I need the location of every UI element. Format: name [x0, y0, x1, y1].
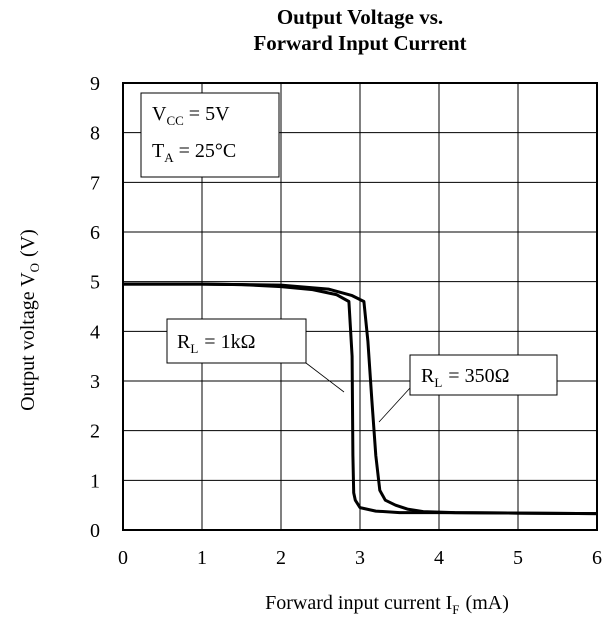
x-tick-label: 3: [355, 547, 365, 569]
y-tick-label: 3: [90, 371, 100, 393]
conditions-box: VCC = 5V TA = 25°C: [140, 92, 280, 178]
x-axis-label-subscript: F: [452, 602, 459, 617]
vcc-symbol: V: [152, 103, 167, 125]
x-axis-label-text: Forward input current I: [265, 592, 452, 614]
vcc-value: = 5V: [189, 103, 230, 125]
vcc-condition: VCC = 5V: [152, 103, 230, 128]
y-tick-label: 0: [90, 520, 100, 542]
label-1k-subscript: L: [190, 341, 198, 356]
y-tick-label: 1: [90, 470, 100, 492]
x-axis-label-unit: (mA): [466, 592, 509, 614]
x-tick-label: 2: [276, 547, 286, 569]
y-axis-label-text: Output voltage V: [17, 272, 39, 411]
chart-title-line1: Output Voltage vs.: [277, 5, 443, 29]
y-tick-label: 9: [90, 73, 100, 95]
label-1k-value: = 1kΩ: [204, 331, 255, 353]
y-axis-label: Output voltage VO (V): [17, 229, 42, 411]
leader-line-1k: [305, 362, 345, 393]
label-350-symbol: R: [421, 365, 435, 387]
label-1k-symbol: R: [177, 331, 191, 353]
series-lines: [123, 282, 598, 516]
y-tick-label: 8: [90, 123, 100, 145]
ta-value: = 25°C: [179, 140, 237, 162]
vcc-subscript: CC: [166, 113, 183, 128]
y-tick-label: 2: [90, 421, 100, 443]
tick-labels: 0 1 2 3 4 5 6 0 1 2 3 4 5 6 7 8 9: [90, 73, 602, 569]
label-350-value: = 350Ω: [448, 365, 509, 387]
x-tick-label: 6: [592, 547, 602, 569]
label-350-subscript: L: [434, 375, 442, 390]
ta-condition: TA = 25°C: [152, 140, 236, 165]
series-label-350: RL = 350Ω: [378, 354, 558, 423]
svg-text:RL= 350Ω: RL = 350Ω: [421, 365, 509, 390]
ta-subscript: A: [164, 150, 174, 165]
x-tick-label: 1: [197, 547, 207, 569]
series-line-1: [123, 282, 598, 516]
y-axis-label-subscript: O: [27, 263, 42, 272]
svg-text:RL= 1kΩ: RL = 1kΩ: [177, 331, 255, 356]
x-tick-label: 4: [434, 547, 444, 569]
x-tick-label: 5: [513, 547, 523, 569]
series-label-1k: RL = 1kΩ: [166, 318, 345, 393]
leader-line-350: [378, 387, 411, 423]
chart-title-line2: Forward Input Current: [253, 31, 466, 55]
y-tick-label: 4: [90, 321, 100, 343]
y-tick-label: 5: [90, 272, 100, 294]
y-axis-label-unit: (V): [17, 229, 39, 257]
plot-frame: [122, 82, 598, 531]
x-tick-label: 0: [118, 547, 128, 569]
ta-symbol: T: [152, 140, 164, 162]
y-tick-label: 6: [90, 222, 100, 244]
y-tick-label: 7: [90, 172, 100, 194]
x-axis-label: Forward input current IF (mA): [265, 592, 509, 617]
